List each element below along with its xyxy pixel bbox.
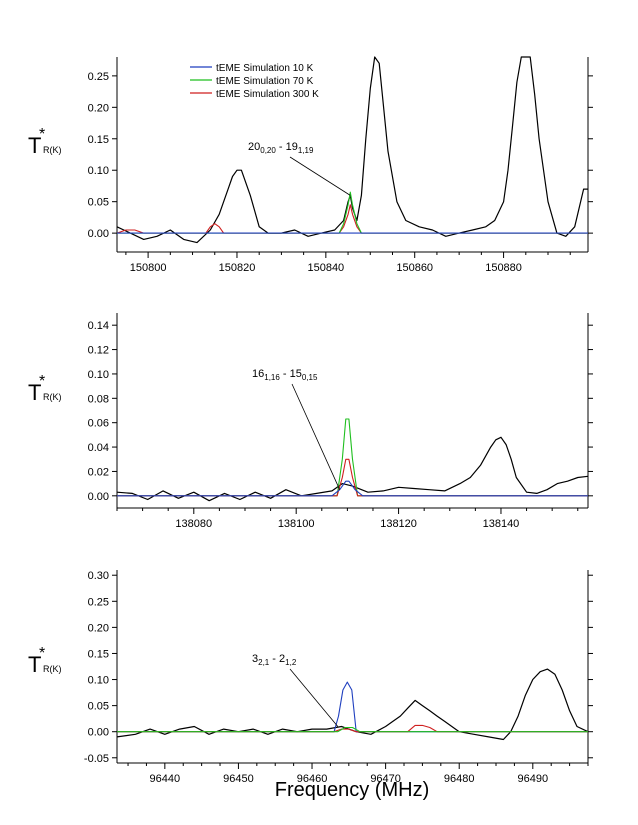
observed-spectrum-line-bottom [116,668,589,741]
annotation-leader-line-top [289,156,351,196]
transition-annotation-bottom: 32,1 - 21,2 [252,653,339,727]
y-tick-label-middle: 0.04 [88,442,109,454]
x-tick-label-top: 150880 [485,262,522,274]
panel-top: 0.00 0.05 0.10 0.15 0.20 0.25 150800 150820 1508… [28,56,593,274]
svg-text:R(K): R(K) [43,664,62,674]
simulation-line-bottom [117,681,588,733]
y-tick-label-middle: 0.00 [88,491,109,503]
panel-bottom: -0.05 0.00 0.05 0.10 0.15 0.20 0.25 0.30 96440 96… [28,570,593,785]
y-tick-label-middle: 0.02 [88,466,109,478]
simulation-line-bottom [117,726,588,733]
x-tick-label-top: 150840 [307,262,344,274]
simulation-line-middle [117,418,588,497]
svg-text:T: T [28,380,41,405]
y-tick-label-top: 0.20 [88,102,109,114]
svg-text:R(K): R(K) [43,392,62,402]
simulation-line-middle [117,480,588,497]
x-tick-label-top: 150860 [396,262,433,274]
x-tick-label-bottom: 96440 [150,773,181,785]
observed-spectrum-line-top [116,56,588,244]
x-tick-label-bottom: 96460 [297,773,328,785]
annotation-leader-line-bottom [289,668,339,727]
y-axis-label-middle: T * R(K) [28,373,62,405]
x-tick-label-middle: 138100 [278,518,315,530]
y-tick-label-bottom: 0.15 [88,648,109,660]
y-tick-label-middle: 0.06 [88,418,109,430]
legend-label-300k: tEME Simulation 300 K [216,89,319,100]
y-tick-label-top: 0.25 [88,71,109,83]
legend-label-70k: tEME Simulation 70 K [216,76,314,87]
svg-text:161,16 - 150,15: 161,16 - 150,15 [252,368,318,382]
y-tick-label-top: 0.10 [88,165,109,177]
svg-text:T: T [28,652,41,677]
x-tick-label-bottom: 96470 [370,773,401,785]
x-tick-label-middle: 138080 [175,518,212,530]
plot-area-top: 0.00 0.05 0.10 0.15 0.20 0.25 150800 150820 1508… [88,56,593,274]
svg-text:*: * [39,645,45,662]
x-tick-label-middle: 138120 [380,518,417,530]
y-tick-label-bottom: 0.00 [88,727,109,739]
svg-text:200,20 - 191,19: 200,20 - 191,19 [248,141,314,155]
svg-text:*: * [39,126,45,143]
y-tick-label-bottom: 0.20 [88,622,109,634]
x-tick-label-top: 150800 [130,262,167,274]
y-tick-label-top: 0.00 [88,228,109,240]
x-tick-label-middle: 138140 [483,518,520,530]
plot-area-bottom: -0.05 0.00 0.05 0.10 0.15 0.20 0.25 0.30 96440 96… [84,570,593,785]
svg-text:R(K): R(K) [43,145,62,155]
y-tick-label-middle: 0.14 [88,320,109,332]
x-tick-label-bottom: 96450 [223,773,254,785]
svg-text:*: * [39,373,45,390]
y-tick-label-top: 0.15 [88,134,109,146]
observed-spectrum-line-middle [116,436,589,502]
y-tick-label-bottom: 0.25 [88,596,109,608]
svg-text:T: T [28,133,41,158]
plot-area-middle: 0.00 0.02 0.04 0.06 0.08 0.10 0.12 0.14 138080 13… [88,313,593,530]
y-axis-label-bottom: T * R(K) [28,645,62,677]
x-tick-label-bottom: 96490 [518,773,549,785]
simulation-line-bottom [117,724,588,733]
x-axis-label: Frequency (MHz) [275,779,429,801]
y-tick-label-bottom: 0.30 [88,570,109,582]
y-tick-label-bottom: 0.05 [88,701,109,713]
panel-middle: 0.00 0.02 0.04 0.06 0.08 0.10 0.12 0.14 138080 13… [28,313,593,530]
y-tick-label-middle: 0.08 [88,393,109,405]
svg-text:32,1 - 21,2: 32,1 - 21,2 [252,653,297,667]
transition-annotation-middle: 161,16 - 150,15 [252,368,341,490]
transition-annotation-top: 200,20 - 191,19 [248,141,351,196]
annotation-leader-line-middle [291,383,341,490]
x-tick-label-bottom: 96480 [444,773,475,785]
y-axis-label-top: T * R(K) [28,126,62,158]
y-tick-label-top: 0.05 [88,197,109,209]
legend: tEME Simulation 10 K tEME Simulation 70 … [190,63,319,100]
y-tick-label-bottom: -0.05 [84,753,109,765]
x-tick-label-top: 150820 [219,262,256,274]
y-tick-label-middle: 0.12 [88,345,109,357]
simulation-line-top [117,191,588,234]
y-tick-label-bottom: 0.10 [88,675,109,687]
simulation-line-middle [117,458,588,497]
legend-label-10k: tEME Simulation 10 K [216,63,314,74]
y-tick-label-middle: 0.10 [88,369,109,381]
